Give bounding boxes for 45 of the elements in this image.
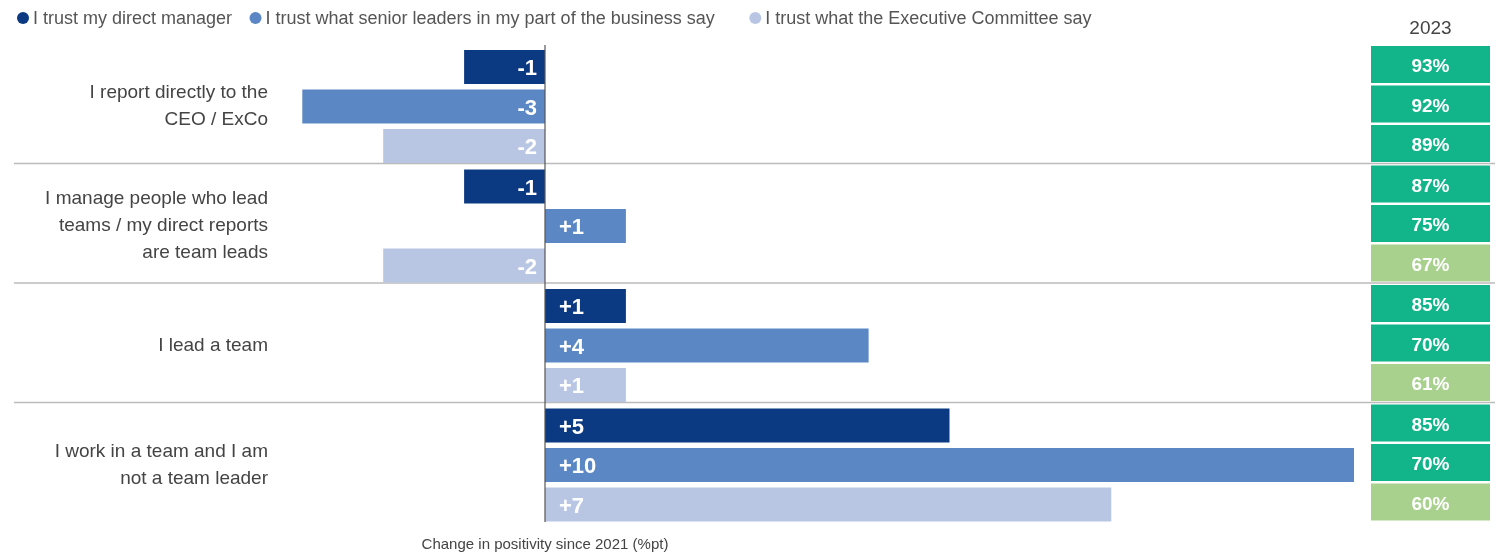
data-label: -3 bbox=[517, 94, 537, 120]
data-label: -1 bbox=[517, 55, 537, 80]
bar bbox=[545, 328, 869, 363]
x-axis-title: Change in positivity since 2021 (%pt) bbox=[421, 535, 669, 552]
bar bbox=[383, 248, 545, 283]
bar bbox=[545, 448, 1354, 482]
data-label: +10 bbox=[559, 453, 597, 478]
bar bbox=[545, 289, 626, 323]
text: 75% bbox=[1411, 214, 1450, 235]
y-tick-label: I manage people who lead teams / my direct reports are team leads bbox=[45, 187, 268, 263]
data-label: -1 bbox=[517, 174, 537, 200]
data-label: -2 bbox=[517, 253, 537, 279]
y-tick-label: I lead a team bbox=[158, 333, 268, 355]
text: 93% bbox=[1411, 55, 1450, 76]
legend-label: I trust what senior leaders in my part of the business say bbox=[265, 8, 715, 28]
text: 67% bbox=[1411, 253, 1450, 275]
text: 92% bbox=[1411, 94, 1450, 116]
data-label: +1 bbox=[559, 373, 585, 398]
bar bbox=[383, 129, 545, 163]
text: 87% bbox=[1411, 174, 1450, 196]
data-label: +5 bbox=[559, 413, 585, 439]
bar bbox=[545, 408, 950, 443]
bar bbox=[545, 209, 626, 243]
legend-label: I trust my direct manager bbox=[33, 8, 233, 28]
text: 70% bbox=[1411, 333, 1450, 355]
text: 85% bbox=[1411, 294, 1450, 315]
text: 60% bbox=[1411, 492, 1450, 514]
data-label: +4 bbox=[559, 333, 585, 359]
legend-label: I trust what the Executive Committee say bbox=[765, 8, 1092, 28]
data-label: +1 bbox=[559, 294, 585, 319]
bar bbox=[302, 89, 545, 124]
text: 85% bbox=[1411, 413, 1450, 435]
data-label: -2 bbox=[517, 134, 537, 159]
bar bbox=[545, 368, 626, 402]
text: 2023 bbox=[1409, 17, 1452, 38]
text: 70% bbox=[1411, 453, 1450, 474]
text: 61% bbox=[1411, 373, 1450, 394]
bar bbox=[545, 487, 1112, 522]
bar bbox=[464, 50, 545, 84]
data-label: +7 bbox=[559, 492, 585, 518]
bar bbox=[464, 169, 545, 204]
y-tick-label: I work in a team and I am not a team leader bbox=[54, 439, 269, 488]
data-label: +1 bbox=[559, 214, 585, 239]
text: 89% bbox=[1411, 134, 1450, 155]
y-tick-label: I report directly to the CEO / ExCo bbox=[89, 81, 268, 130]
